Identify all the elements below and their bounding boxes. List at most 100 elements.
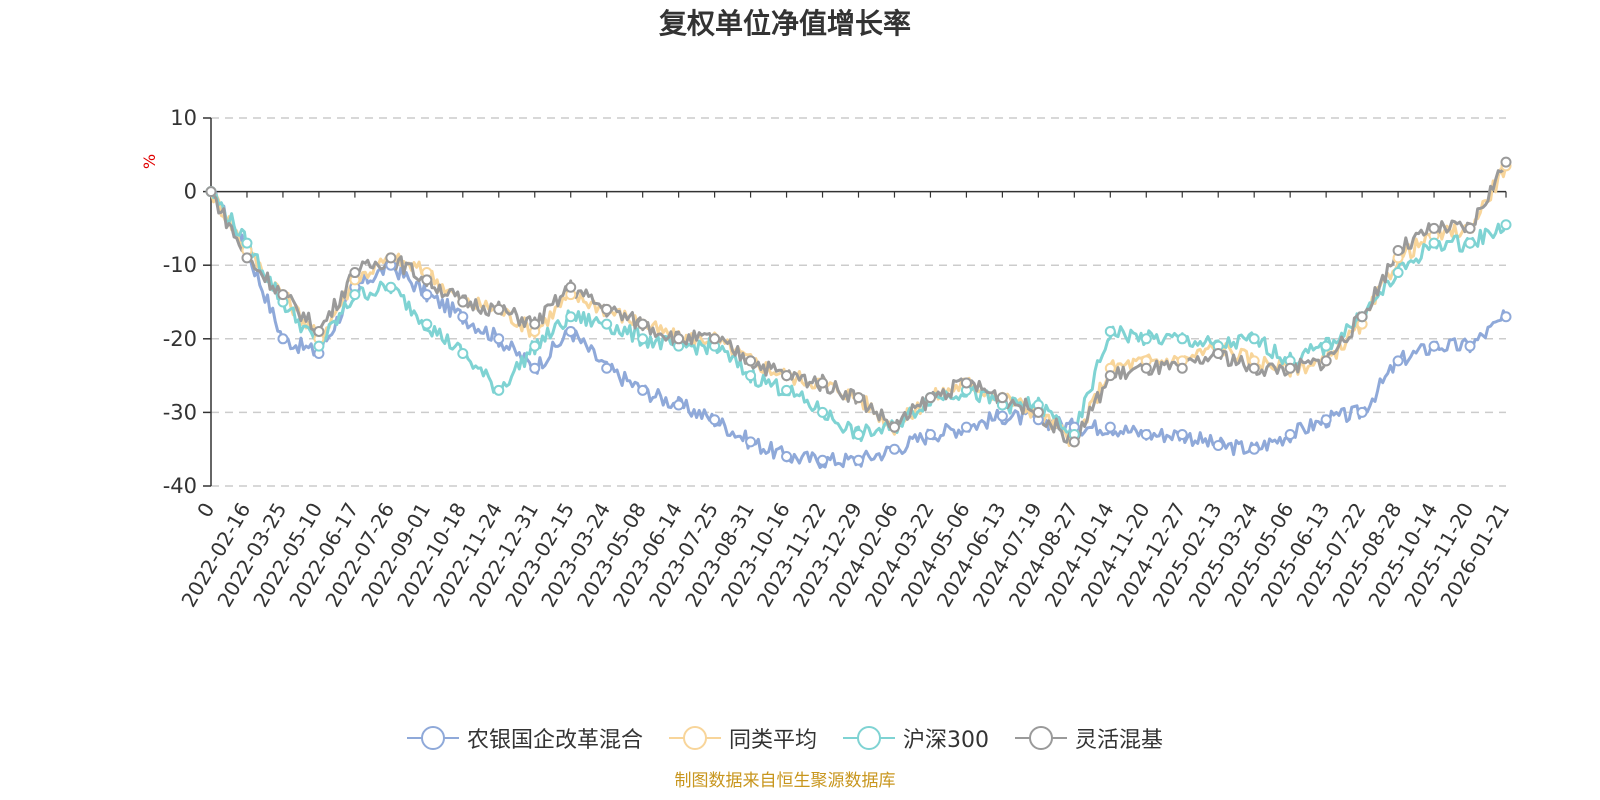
data-point-s0-22 bbox=[996, 410, 1008, 422]
data-point-s2-5 bbox=[385, 281, 397, 293]
data-point-s0-29 bbox=[1248, 443, 1260, 455]
data-point-s2-26 bbox=[1140, 333, 1152, 345]
data-point-s2-34 bbox=[1428, 237, 1440, 249]
data-point-s0-25 bbox=[1104, 421, 1116, 433]
data-point-s0-10 bbox=[565, 325, 577, 337]
data-point-s0-27 bbox=[1176, 428, 1188, 440]
data-point-s2-36 bbox=[1500, 219, 1512, 231]
data-point-s2-35 bbox=[1464, 237, 1476, 249]
data-point-s3-27 bbox=[1176, 362, 1188, 374]
data-point-s3-26 bbox=[1140, 362, 1152, 374]
data-point-s2-17 bbox=[817, 406, 829, 418]
data-point-s2-1 bbox=[241, 237, 253, 249]
legend-swatch-icon bbox=[1015, 726, 1067, 750]
data-point-s0-26 bbox=[1140, 428, 1152, 440]
x-tick-label: 0 bbox=[192, 499, 219, 522]
series-lines bbox=[209, 161, 1508, 469]
legend-item-series-2[interactable]: 沪深300 bbox=[843, 722, 989, 754]
legend-item-series-1[interactable]: 同类平均 bbox=[668, 722, 817, 754]
source-note: 制图数据来自恒生聚源数据库 bbox=[674, 771, 896, 791]
y-tick-label: 0 bbox=[184, 180, 197, 204]
y-tick-label: 10 bbox=[170, 106, 197, 130]
data-point-s3-5 bbox=[385, 252, 397, 264]
data-point-s3-10 bbox=[565, 281, 577, 293]
series-markers bbox=[205, 156, 1512, 466]
y-tick-label: -30 bbox=[163, 400, 197, 424]
data-point-s3-36 bbox=[1500, 156, 1512, 168]
data-point-s3-35 bbox=[1464, 222, 1476, 234]
data-point-s3-7 bbox=[457, 296, 469, 308]
data-point-s2-9 bbox=[529, 340, 541, 352]
data-point-s3-24 bbox=[1068, 436, 1080, 448]
data-point-s2-7 bbox=[457, 348, 469, 360]
data-point-s3-11 bbox=[601, 303, 613, 315]
legend-swatch-icon bbox=[843, 726, 895, 750]
legend-label: 沪深300 bbox=[903, 728, 989, 753]
data-point-s0-7 bbox=[457, 311, 469, 323]
data-point-s2-12 bbox=[637, 333, 649, 345]
data-point-s3-16 bbox=[781, 370, 793, 382]
legend-swatch-icon bbox=[406, 726, 459, 750]
data-point-s3-9 bbox=[529, 318, 541, 330]
data-point-s0-28 bbox=[1212, 440, 1224, 452]
data-point-s3-17 bbox=[817, 377, 829, 389]
data-point-s3-21 bbox=[960, 377, 972, 389]
data-point-s0-12 bbox=[637, 384, 649, 396]
data-point-s2-15 bbox=[745, 370, 757, 382]
data-point-s2-4 bbox=[349, 289, 361, 301]
data-point-s3-29 bbox=[1248, 362, 1260, 374]
data-point-s0-18 bbox=[853, 454, 864, 466]
data-point-s3-23 bbox=[1032, 406, 1044, 418]
data-point-s3-30 bbox=[1284, 362, 1296, 374]
data-point-s0-14 bbox=[709, 414, 721, 426]
data-point-s0-31 bbox=[1320, 414, 1332, 426]
data-point-s0-30 bbox=[1284, 428, 1296, 440]
data-point-s2-33 bbox=[1392, 267, 1404, 279]
data-point-s0-9 bbox=[529, 362, 541, 374]
legend-swatch-icon bbox=[668, 726, 721, 750]
y-tick-label: -10 bbox=[163, 253, 197, 277]
data-point-s3-18 bbox=[853, 392, 864, 404]
data-point-s0-19 bbox=[888, 443, 900, 455]
y-tick-label: -20 bbox=[163, 327, 197, 351]
chart-title: 复权单位净值增长率 bbox=[658, 7, 911, 40]
data-point-s0-6 bbox=[421, 289, 433, 301]
data-point-s3-20 bbox=[924, 392, 936, 404]
data-point-s0-11 bbox=[601, 362, 613, 374]
data-point-s3-1 bbox=[241, 252, 253, 264]
data-point-s2-3 bbox=[313, 340, 325, 352]
data-point-s0-35 bbox=[1464, 340, 1476, 352]
data-point-s0-20 bbox=[924, 428, 936, 440]
data-point-s0-32 bbox=[1356, 406, 1368, 418]
data-point-s3-8 bbox=[493, 303, 505, 315]
data-point-s3-6 bbox=[421, 274, 433, 286]
data-point-s3-14 bbox=[709, 333, 721, 345]
legend-label: 灵活混基 bbox=[1075, 728, 1164, 753]
data-point-s3-12 bbox=[637, 318, 649, 330]
data-point-s3-3 bbox=[313, 325, 325, 337]
legend-label: 农银国企改革混合 bbox=[466, 728, 643, 753]
data-point-s0-16 bbox=[781, 451, 793, 463]
data-point-s3-34 bbox=[1428, 222, 1440, 234]
data-point-s2-29 bbox=[1248, 333, 1260, 345]
data-point-s0-34 bbox=[1428, 340, 1440, 352]
grid-lines bbox=[211, 117, 1506, 487]
data-point-s2-27 bbox=[1176, 333, 1188, 345]
data-point-s0-15 bbox=[745, 436, 757, 448]
legend-item-series-0[interactable]: 农银国企改革混合 bbox=[406, 722, 643, 754]
legend-item-series-3[interactable]: 灵活混基 bbox=[1015, 722, 1163, 754]
data-point-s3-0 bbox=[205, 186, 217, 198]
data-point-s2-8 bbox=[493, 384, 505, 396]
data-point-s0-33 bbox=[1392, 355, 1404, 367]
series-line-2 bbox=[209, 190, 1508, 443]
data-point-s0-8 bbox=[493, 333, 505, 345]
legend: 农银国企改革混合 同类平均 沪深300 灵活混基 bbox=[0, 722, 1570, 754]
data-point-s0-17 bbox=[817, 454, 829, 466]
data-point-s3-25 bbox=[1104, 370, 1116, 382]
data-point-s2-31 bbox=[1320, 340, 1332, 352]
data-point-s3-4 bbox=[349, 267, 361, 279]
data-point-s0-36 bbox=[1500, 311, 1512, 323]
data-point-s3-22 bbox=[996, 392, 1008, 404]
data-point-s3-13 bbox=[673, 333, 685, 345]
